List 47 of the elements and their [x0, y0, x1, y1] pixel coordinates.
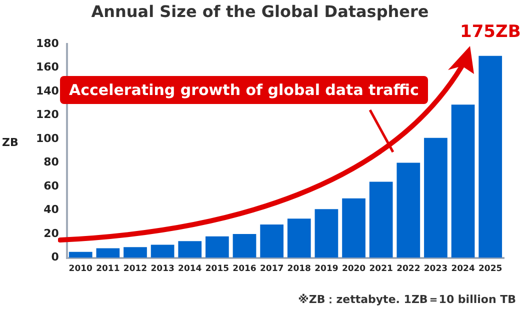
bar [206, 236, 229, 258]
annotation: Accelerating growth of global data traffic [60, 76, 428, 104]
x-tick-label: 2019 [314, 264, 338, 274]
x-tick-label: 2017 [260, 264, 284, 274]
x-tick-label: 2020 [342, 264, 366, 274]
bar [478, 56, 502, 258]
bar [124, 247, 147, 258]
y-tick-label: 20 [44, 226, 60, 240]
bar [232, 234, 256, 258]
text: ※ZB：zettabyte. 1ZB＝10 billion TB [298, 292, 516, 307]
y-axis-title: ZB [2, 136, 18, 149]
x-tick-label: 2023 [424, 264, 448, 274]
y-tick-label: 60 [44, 179, 60, 192]
bar [150, 244, 174, 258]
bar [342, 198, 366, 258]
bar [178, 241, 202, 258]
bar [396, 162, 420, 258]
bar [369, 182, 393, 258]
x-tick-label: 2014 [178, 264, 202, 274]
bar [96, 248, 120, 258]
x-tick-label: 2013 [150, 264, 174, 274]
x-tick-label: 2025 [478, 264, 502, 274]
x-tick-label: 2010 [68, 264, 93, 274]
x-tick-label: 2022 [396, 264, 420, 274]
x-tick-label: 2016 [232, 264, 256, 274]
x-tick-label: 2024 [451, 264, 475, 274]
bar [451, 104, 475, 258]
y-tick-label: 80 [44, 156, 60, 169]
bar [287, 218, 311, 258]
y-tick-label: 40 [44, 203, 60, 216]
y-tick-label: 180 [36, 36, 60, 50]
y-tick-label: 100 [36, 132, 60, 145]
bar [424, 138, 448, 258]
y-tick-label: 120 [36, 108, 60, 122]
x-tick-label: 2011 [96, 264, 120, 274]
chart-title: Annual Size of the Global Datasphere [90, 2, 430, 21]
y-tick-label: 160 [36, 60, 60, 74]
y-tick-label: 140 [36, 84, 60, 98]
y-tick-label: 0 [51, 250, 60, 264]
bar [260, 224, 284, 258]
x-tick-label: 2015 [205, 264, 230, 274]
x-tick-label: 2018 [287, 264, 312, 274]
bar [68, 252, 92, 258]
bar [314, 209, 338, 258]
text: 175ZB [460, 22, 520, 42]
x-tick-label: 2021 [369, 264, 393, 274]
x-tick-label: 2012 [123, 264, 148, 274]
